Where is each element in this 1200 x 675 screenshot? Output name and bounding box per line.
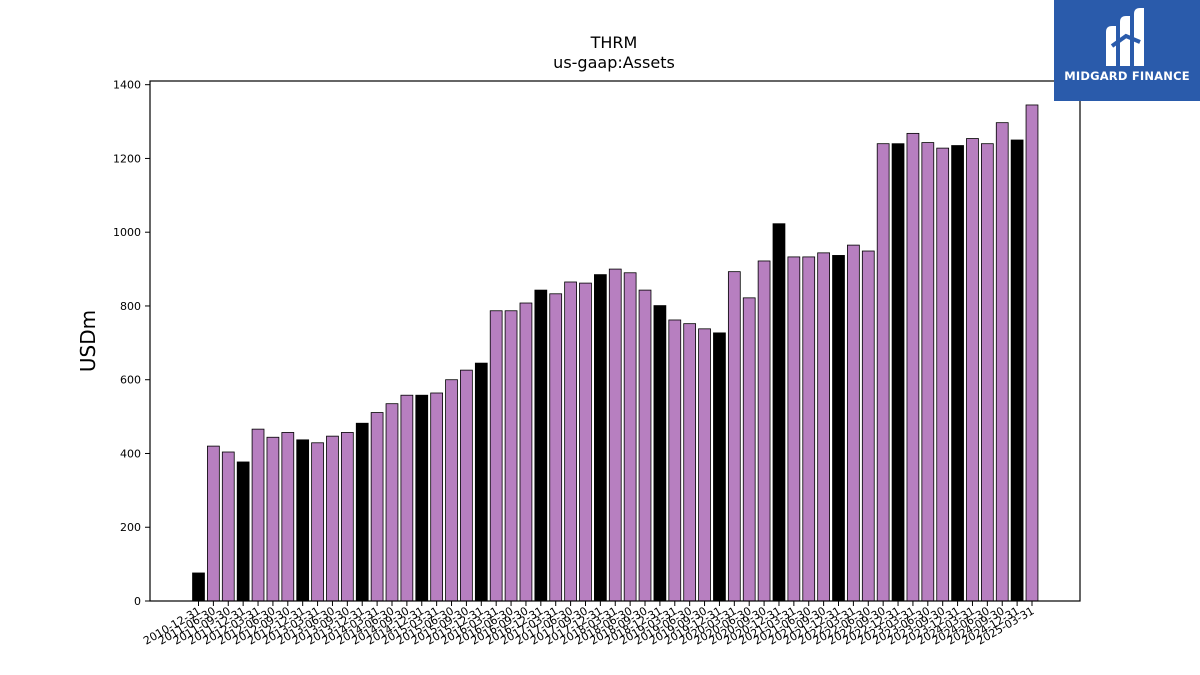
bar-2013-03-31 [311, 442, 324, 602]
bar-2013-06-30 [326, 435, 339, 602]
bar-2017-06-30 [564, 281, 577, 602]
chart-subtitle: us-gaap:Assets [553, 53, 675, 72]
bar-2020-12-31 [772, 223, 786, 602]
bar-2020-03-31 [727, 271, 741, 602]
bar-2014-12-31 [415, 394, 429, 602]
bar-2010-12-31 [192, 572, 205, 602]
bar-2016-09-30 [519, 302, 533, 602]
bar-2024-03-31 [966, 138, 979, 602]
bar-2012-03-31 [251, 428, 265, 602]
bar-2014-03-31 [370, 412, 384, 602]
bar-2025-03-31 [1025, 104, 1039, 602]
bar-2012-09-30 [281, 432, 295, 602]
bar-2021-12-31 [832, 255, 845, 602]
bar-2011-06-30 [207, 445, 220, 602]
bar-2019-09-30 [698, 328, 711, 602]
y-tick-label: 1200 [113, 152, 141, 165]
y-tick-label: 200 [120, 521, 141, 534]
bar-2014-06-30 [385, 403, 399, 602]
bar-2022-12-31 [891, 143, 905, 602]
bar-2015-12-31 [474, 362, 488, 602]
bar-2024-12-31 [1010, 139, 1024, 602]
midgard-logo-icon [1106, 8, 1144, 66]
bar-2019-12-31 [713, 332, 726, 602]
y-tick-label: 1000 [113, 226, 141, 239]
bar-2013-12-31 [355, 422, 369, 602]
bar-2021-09-30 [817, 252, 830, 602]
bar-2018-09-30 [638, 289, 652, 602]
chart-title: THRM [590, 33, 638, 52]
bar-2023-12-31 [951, 145, 964, 602]
bar-2015-09-30 [460, 369, 473, 602]
y-tick-label: 800 [120, 300, 141, 313]
brand-logo: MIDGARD FINANCE [1054, 0, 1200, 101]
bar-2015-03-31 [430, 392, 443, 602]
bar-2015-06-30 [445, 379, 458, 602]
bar-2024-09-30 [995, 122, 1009, 602]
bar-2021-03-31 [787, 256, 801, 602]
y-tick-label: 1400 [113, 79, 141, 92]
bar-2017-09-30 [579, 282, 592, 602]
bar-2023-06-30 [921, 142, 935, 602]
bar-2019-06-30 [683, 323, 697, 602]
brand-name: MIDGARD FINANCE [1064, 69, 1190, 83]
bar-2017-12-31 [594, 274, 607, 602]
bar-2014-09-30 [400, 394, 414, 602]
bar-2019-03-31 [668, 319, 682, 602]
bar-2016-12-31 [534, 289, 548, 602]
bar-2022-03-31 [847, 244, 860, 602]
x-axis-ticks: 2010-12-312011-06-302011-09-302011-12-31… [141, 601, 1037, 648]
bar-2011-12-31 [236, 461, 250, 602]
bar-2016-03-31 [489, 310, 503, 602]
y-tick-label: 600 [120, 374, 141, 387]
bar-2017-03-31 [549, 293, 563, 602]
bar-2024-06-30 [980, 143, 994, 602]
bar-2022-09-30 [876, 143, 890, 602]
y-tick-label: 400 [120, 447, 141, 460]
y-axis-label: USDm [76, 310, 100, 372]
bar-2020-06-30 [742, 297, 756, 602]
bar-2022-06-30 [861, 250, 875, 602]
bar-2012-06-30 [266, 436, 280, 602]
plot-frame [149, 80, 1081, 602]
bar-2018-06-30 [623, 272, 637, 602]
bar-2011-09-30 [221, 451, 235, 602]
bar-2013-09-30 [340, 432, 354, 602]
bar-2018-03-31 [608, 268, 622, 602]
y-tick-label: 0 [134, 595, 141, 608]
bar-2020-09-30 [757, 260, 771, 602]
bar-2016-06-30 [504, 310, 518, 602]
bars-group [192, 104, 1039, 602]
bar-2023-09-30 [936, 147, 950, 602]
bar-2021-06-30 [802, 256, 816, 602]
bar-2018-12-31 [653, 305, 667, 602]
bar-2012-12-31 [296, 439, 310, 602]
bar-2023-03-31 [906, 132, 920, 602]
y-axis-ticks: 0 200 400 600 800 1000 1200 1400 [113, 79, 150, 608]
